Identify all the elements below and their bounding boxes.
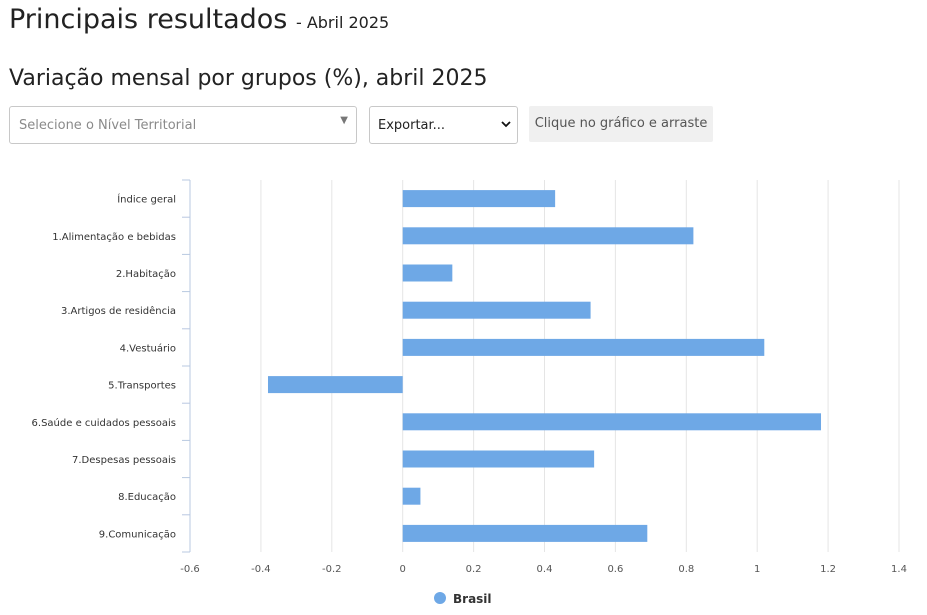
category-labels: Índice geral 1.Alimentação e bebidas 2.Hab… [32, 193, 176, 541]
category-label: 6.Saúde e cuidados pessoais [32, 417, 176, 429]
category-axis [182, 179, 191, 553]
category-label: Índice geral [117, 193, 176, 206]
bar[interactable] [402, 301, 591, 319]
export-select[interactable]: Exportar... [369, 106, 518, 144]
x-tick-label: 1 [754, 564, 760, 575]
category-label: 1.Alimentação e bebidas [52, 232, 176, 243]
caret-down-icon: ▼ [340, 115, 348, 126]
x-tick-label: 1.4 [891, 564, 907, 575]
category-label: 9.Comunicação [99, 529, 176, 540]
territory-select[interactable]: Selecione o Nível Territorial ▼ [9, 106, 357, 144]
legend-label-brasil[interactable]: Brasil [453, 592, 492, 606]
bars [267, 190, 822, 542]
category-label: 4.Vestuário [120, 342, 176, 354]
category-label: 3.Artigos de residência [61, 305, 176, 317]
section-title: Variação mensal por grupos (%), abril 20… [9, 66, 488, 91]
x-tick-label: 1.2 [820, 564, 836, 575]
x-tick-label: 0.4 [537, 564, 553, 575]
drag-zoom-hint: Clique no gráfico e arraste [529, 106, 713, 142]
bar[interactable] [402, 190, 556, 208]
page-title: Principais resultados - Abril 2025 [9, 4, 389, 35]
bar[interactable] [402, 413, 822, 431]
bar-chart[interactable]: Índice geral 1.Alimentação e bebidas 2.Hab… [0, 160, 927, 615]
territory-select-placeholder: Selecione o Nível Territorial [19, 118, 197, 133]
x-tick-label: 0.6 [607, 564, 623, 575]
x-tick-label: 0.2 [466, 564, 482, 575]
page-title-text: Principais resultados [9, 4, 288, 35]
category-label: 8.Educação [118, 492, 176, 503]
chevron-down-icon [501, 121, 511, 128]
bar[interactable] [402, 338, 765, 356]
x-tick-label: 0 [400, 564, 406, 575]
bar[interactable] [267, 376, 403, 394]
x-tick-label: -0.6 [180, 564, 200, 575]
x-tick-label: 0.8 [678, 564, 694, 575]
x-tick-label: -0.2 [322, 564, 342, 575]
category-label: 2.Habitação [116, 269, 176, 280]
export-select-value: Exportar... [378, 118, 446, 133]
bar[interactable] [402, 227, 694, 245]
bar[interactable] [402, 524, 648, 542]
bar[interactable] [402, 450, 595, 468]
x-tick-labels: -0.6 -0.4 -0.2 0 0.2 0.4 0.6 0.8 1 1.2 1.4 [180, 564, 907, 575]
page-subtitle: - Abril 2025 [295, 13, 390, 32]
x-tick-label: -0.4 [251, 564, 271, 575]
legend[interactable]: Brasil [434, 592, 492, 606]
legend-marker-brasil[interactable] [434, 592, 446, 604]
bar[interactable] [402, 264, 453, 282]
bar[interactable] [402, 487, 421, 505]
category-label: 5.Transportes [108, 381, 176, 392]
category-label: 7.Despesas pessoais [72, 455, 176, 466]
